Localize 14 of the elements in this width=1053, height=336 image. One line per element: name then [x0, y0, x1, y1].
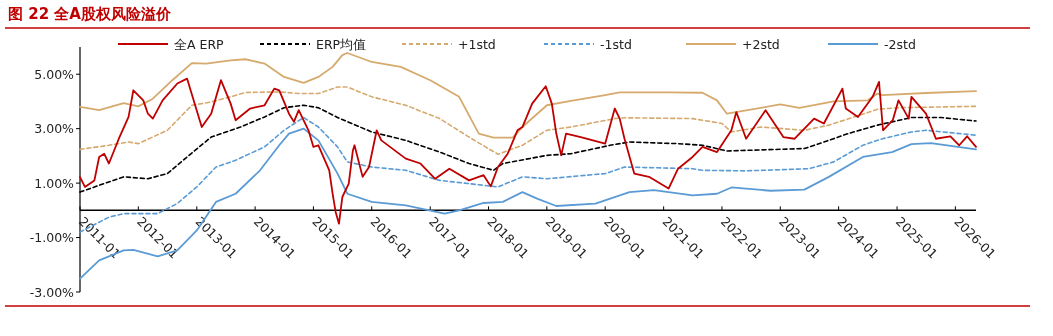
y-tick-label: 1.00% [34, 175, 75, 191]
legend-label: +1std [458, 36, 496, 52]
legend-label: -2std [884, 36, 916, 52]
line-series [79, 52, 977, 139]
y-tick-label: -1.00% [29, 230, 75, 246]
y-tick-label: 5.00% [34, 66, 75, 82]
legend-label: +2std [742, 36, 780, 52]
y-tick-label: -3.00% [29, 284, 75, 300]
legend-label: ERP均值 [316, 36, 367, 52]
legend-label: 全A ERP [174, 36, 225, 52]
legend-label: -1std [600, 36, 632, 52]
line-series [79, 86, 977, 156]
chart-title: 图 22 全A股权风险溢价 [8, 5, 172, 23]
y-tick-label: 3.00% [34, 121, 75, 137]
